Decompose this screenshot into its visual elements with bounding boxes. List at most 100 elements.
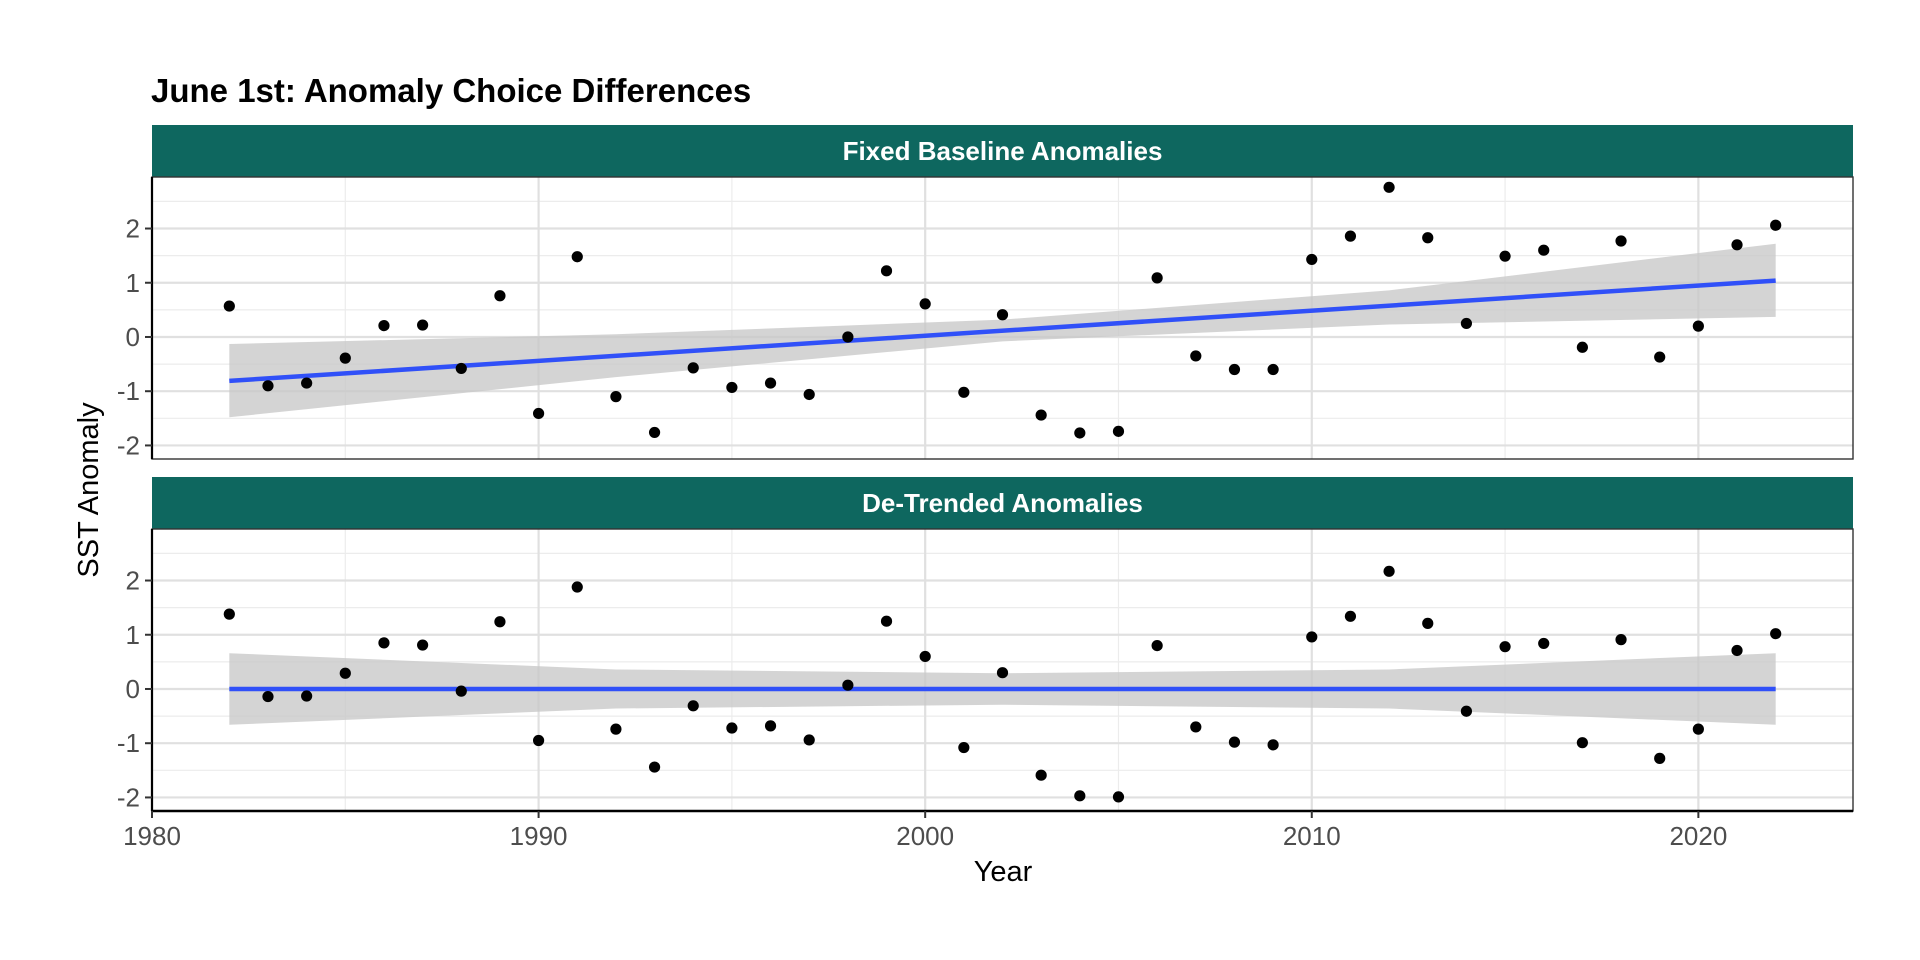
x-tick-label: 2000: [896, 821, 954, 851]
data-point: [1228, 363, 1241, 376]
x-tick-label: 1990: [510, 821, 568, 851]
data-point: [1499, 641, 1511, 653]
data-point: [1306, 253, 1318, 266]
data-point: [1576, 341, 1588, 353]
y-tick-label: 1: [126, 620, 140, 650]
data-point: [996, 309, 1009, 321]
data-point: [301, 690, 313, 702]
x-axis: 1980 1990 2000 2010 2020: [123, 809, 1853, 851]
data-point: [726, 381, 738, 394]
data-point: [1731, 644, 1743, 657]
data-point: [339, 667, 351, 679]
data-point: [764, 377, 777, 389]
data-point: [687, 362, 699, 374]
strip-label-detrended: De-Trended Anomalies: [862, 488, 1143, 518]
chart-title: June 1st: Anomaly Choice Differences: [151, 72, 751, 109]
data-point: [880, 615, 893, 627]
data-point: [1576, 737, 1588, 749]
data-point: [1460, 317, 1473, 330]
data-point: [764, 720, 777, 732]
data-point: [1267, 363, 1279, 376]
data-point: [803, 388, 815, 401]
data-point: [1538, 637, 1550, 650]
data-point: [842, 679, 854, 691]
data-point: [958, 386, 970, 398]
data-point: [1692, 320, 1704, 332]
data-point: [378, 637, 390, 649]
data-point: [455, 685, 467, 697]
data-point: [919, 298, 931, 310]
data-point: [1112, 425, 1125, 437]
data-point: [532, 407, 545, 420]
data-point: [648, 426, 661, 439]
data-point: [301, 377, 313, 389]
strip-label-fixed-baseline: Fixed Baseline Anomalies: [843, 136, 1163, 166]
y-tick-label: -2: [117, 782, 140, 812]
x-tick-label: 1980: [123, 821, 181, 851]
data-point: [1344, 610, 1357, 622]
data-point: [1383, 565, 1395, 577]
data-point: [494, 616, 506, 628]
data-point: [1267, 739, 1279, 751]
y-tick-label: 0: [126, 322, 140, 352]
x-axis-title: Year: [974, 856, 1033, 888]
panel-fixed-baseline: Fixed Baseline Anomalies -2 -1 0 1 2: [117, 125, 1854, 460]
y-tick-label: 0: [126, 674, 140, 704]
data-point: [455, 362, 467, 375]
data-point: [1654, 752, 1666, 764]
data-point: [378, 319, 390, 332]
data-point: [919, 650, 931, 663]
data-point: [726, 722, 738, 734]
panel-detrended: De-Trended Anomalies -2 -1 0 1 2: [117, 477, 1854, 812]
y-axis-title: SST Anomaly: [73, 402, 105, 578]
y-tick-label: -2: [117, 430, 140, 460]
data-point: [1615, 634, 1627, 646]
data-point: [1035, 409, 1047, 421]
data-point: [1306, 631, 1318, 643]
data-point: [1499, 250, 1511, 262]
data-point: [1074, 790, 1086, 802]
y-tick-label: -1: [117, 376, 140, 406]
data-point: [1615, 235, 1627, 247]
data-point: [1422, 617, 1434, 629]
data-point: [262, 380, 274, 392]
data-point: [1692, 723, 1704, 735]
y-tick-label: 2: [126, 214, 140, 244]
data-point: [1460, 705, 1473, 717]
data-point: [1383, 181, 1395, 193]
data-point: [339, 352, 351, 364]
y-tick-label: -1: [117, 728, 140, 758]
data-point: [1035, 769, 1047, 781]
data-point: [1770, 219, 1782, 231]
data-point: [223, 608, 235, 620]
data-point: [1190, 721, 1202, 733]
data-point: [532, 734, 545, 747]
data-point: [571, 251, 583, 263]
data-point: [1112, 791, 1125, 803]
data-point: [1151, 639, 1163, 652]
data-point: [417, 319, 429, 331]
data-point: [610, 723, 622, 735]
plot-area-detrended: -2 -1 0 1 2: [117, 528, 1854, 812]
trend-line: [229, 278, 1776, 384]
data-point: [1190, 350, 1202, 362]
data-point: [610, 391, 622, 403]
data-point: [223, 300, 235, 312]
data-point: [1151, 272, 1163, 284]
plot-area-fixed-baseline: -2 -1 0 1 2: [117, 176, 1854, 460]
y-tick-label: 1: [126, 268, 140, 298]
data-point: [648, 761, 661, 773]
x-tick-label: 2010: [1283, 821, 1341, 851]
data-point: [842, 331, 854, 343]
data-point: [1344, 230, 1357, 242]
data-point: [687, 700, 699, 712]
data-point: [1422, 232, 1434, 244]
data-point: [1538, 244, 1550, 256]
data-point: [1770, 628, 1782, 640]
data-point: [880, 265, 893, 277]
data-point: [1731, 239, 1743, 251]
data-point: [571, 581, 583, 593]
data-point: [1074, 427, 1086, 439]
data-point: [803, 734, 815, 746]
